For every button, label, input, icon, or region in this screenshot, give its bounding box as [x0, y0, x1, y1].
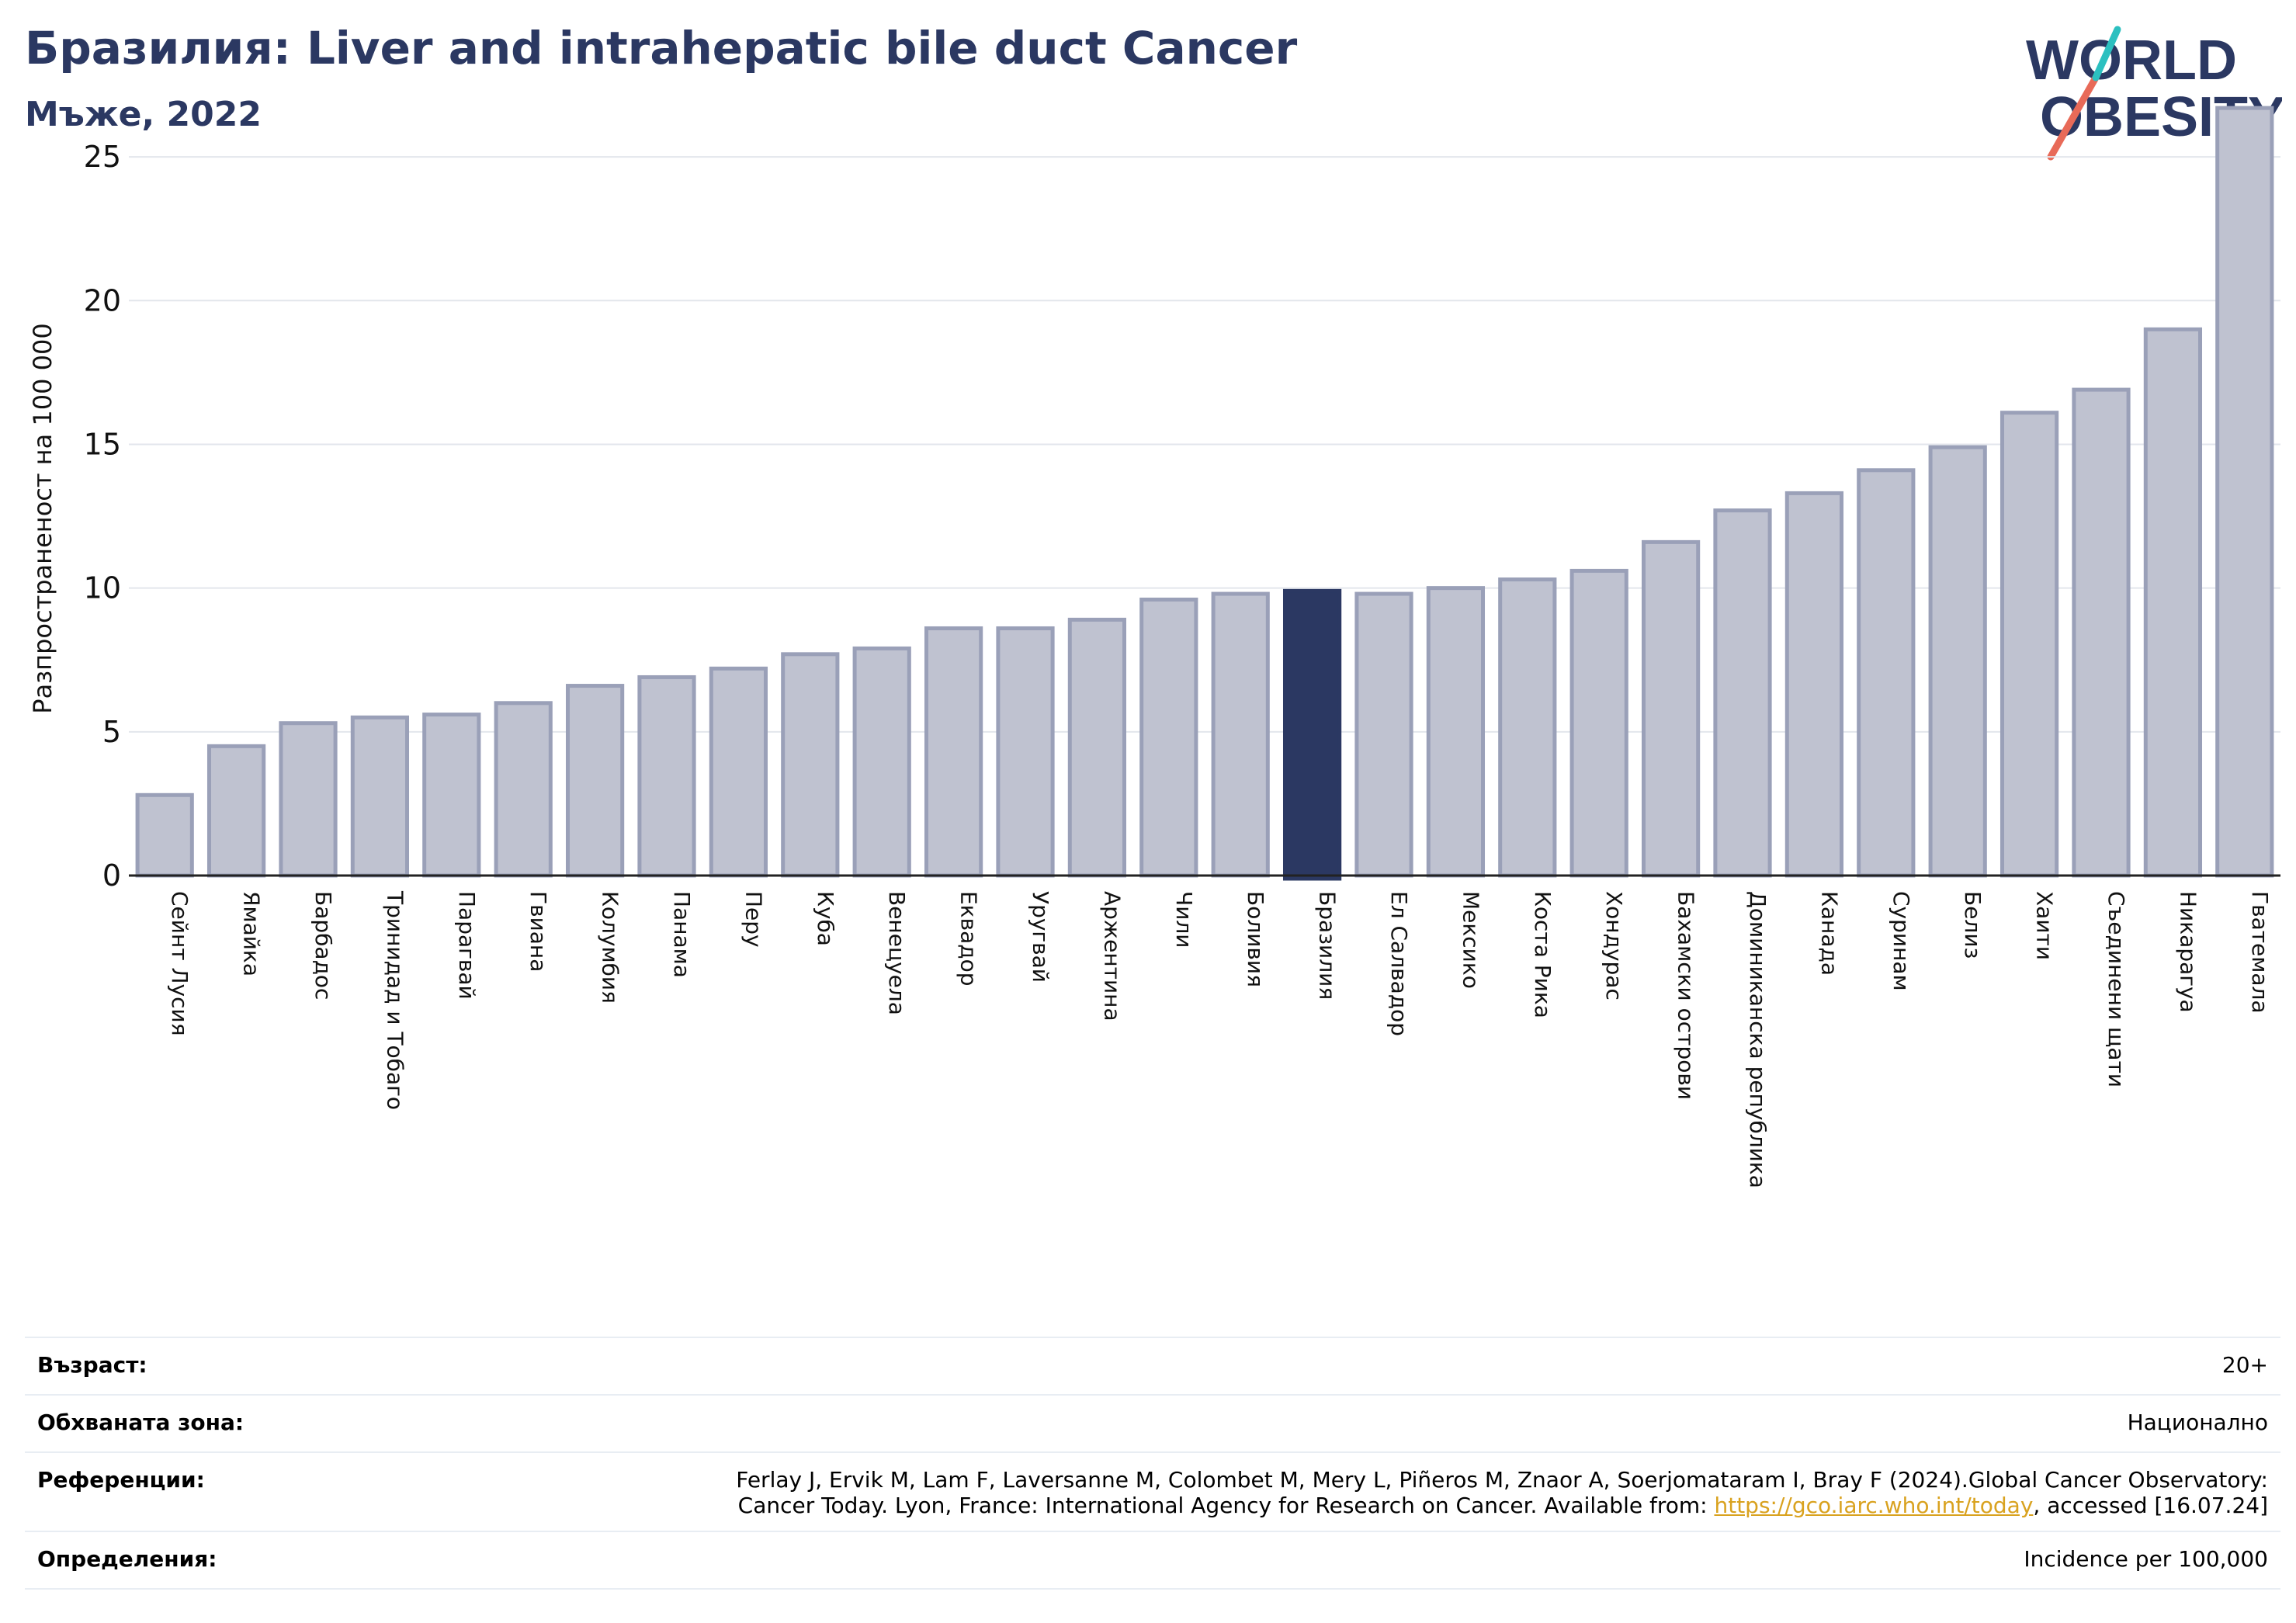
x-tick-label: Хаити	[2032, 891, 2058, 960]
y-axis-ticks: 0 5 10 15 20 25	[84, 140, 121, 893]
x-tick-label: Суринам	[1888, 891, 1914, 991]
bar	[1498, 577, 1557, 878]
logo-word-world: WORLD	[2026, 29, 2237, 92]
bar	[2143, 327, 2203, 878]
info-row-area: Обхваната зона: Национално	[25, 1396, 2280, 1453]
bar	[279, 721, 338, 878]
references-link[interactable]: https://gco.iarc.who.int/today	[1714, 1493, 2034, 1518]
y-tick-label: 10	[84, 571, 121, 605]
x-tick-label: Канада	[1816, 891, 1842, 976]
chart-grid	[129, 156, 2280, 733]
y-tick-label: 25	[84, 140, 121, 174]
x-tick-label: Мексико	[1458, 891, 1483, 989]
bar	[1211, 591, 1270, 878]
x-tick-label: Уругвай	[1028, 891, 1053, 983]
bar	[1354, 591, 1413, 878]
x-tick-label: Доминиканска република	[1745, 891, 1771, 1188]
x-tick-label: Гватемала	[2247, 891, 2273, 1014]
bar	[1426, 586, 1486, 878]
bar	[494, 701, 553, 878]
x-tick-label: Панама	[669, 891, 695, 978]
info-row-references: Референции: Ferlay J, Ervik M, Lam F, La…	[25, 1453, 2280, 1532]
bar	[1569, 568, 1628, 878]
references-label: Референции:	[37, 1467, 205, 1493]
y-tick-label: 15	[84, 427, 121, 461]
x-tick-label: Гвиана	[525, 891, 551, 972]
bar	[1999, 411, 2059, 878]
bar	[637, 675, 696, 878]
x-tick-label: Ел Салвадор	[1386, 891, 1412, 1036]
logo-slash-upper	[2092, 26, 2121, 81]
references-value: Ferlay J, Ervik M, Lam F, Laversanne M, …	[736, 1467, 2268, 1518]
bar	[1928, 445, 1987, 878]
area-value: Национално	[2127, 1410, 2268, 1435]
x-tick-label: Боливия	[1243, 891, 1268, 987]
x-tick-label: Бахамски острови	[1673, 891, 1699, 1100]
bar	[1139, 597, 1198, 878]
page-subtitle: Мъже, 2022	[25, 95, 262, 134]
x-tick-label: Перу	[740, 891, 766, 948]
y-tick-label: 0	[102, 858, 121, 893]
x-tick-label: Сейнт Лусия	[167, 891, 192, 1036]
x-tick-label: Венецуела	[884, 891, 910, 1015]
info-table: Възраст: 20+ Обхваната зона: Национално …	[25, 1337, 2280, 1590]
bar	[135, 792, 194, 878]
bar	[924, 626, 983, 878]
info-row-definitions: Определения: Incidence per 100,000	[25, 1532, 2280, 1590]
y-tick-label: 5	[102, 715, 121, 749]
age-value: 20+	[2221, 1352, 2268, 1378]
age-label: Възраст:	[37, 1352, 147, 1378]
x-tick-label: Коста Рика	[1530, 891, 1556, 1018]
x-tick-label: Тринидад и Тобаго	[382, 890, 408, 1110]
bar	[350, 715, 410, 878]
x-tick-label: Никарагуа	[2175, 891, 2201, 1013]
area-label: Обхваната зона:	[37, 1410, 245, 1435]
x-tick-label: Съединени щати	[2104, 891, 2129, 1087]
definitions-value: Incidence per 100,000	[2024, 1546, 2268, 1572]
references-text-3: , accessed [16.07.24]	[2033, 1493, 2268, 1518]
x-tick-label: Колумбия	[598, 891, 623, 1004]
references-text-2: Cancer Today. Lyon, France: Internationa…	[737, 1493, 1715, 1518]
references-text-1: Ferlay J, Ervik M, Lam F, Laversanne M, …	[736, 1467, 2268, 1493]
x-tick-label: Ямайка	[239, 891, 265, 976]
x-tick-label: Барбадос	[310, 891, 336, 1000]
bar	[1067, 617, 1127, 878]
bar	[709, 666, 768, 878]
definitions-label: Определения:	[37, 1546, 217, 1572]
bar	[422, 713, 481, 878]
chart-bars	[135, 106, 2274, 881]
logo-slash-lower	[2047, 74, 2100, 161]
x-axis-ticks: Сейнт Лусия Ямайка Барбадос Тринидад и Тоба…	[167, 890, 2273, 1188]
x-tick-label: Аржентина	[1099, 891, 1125, 1021]
bar	[1641, 539, 1701, 878]
bar	[781, 652, 840, 878]
x-tick-label: Хондурас	[1601, 891, 1627, 1001]
y-tick-label: 20	[84, 283, 121, 317]
bar	[1713, 508, 1772, 878]
x-tick-label: Парагвай	[454, 891, 480, 1000]
bar	[1784, 491, 1844, 878]
bar	[852, 646, 911, 878]
x-tick-label: Куба	[813, 891, 838, 946]
bar	[206, 744, 266, 878]
x-tick-label: Чили	[1171, 891, 1197, 948]
bar	[565, 684, 625, 878]
x-tick-label: Бразилия	[1315, 891, 1340, 1000]
bar	[996, 626, 1055, 878]
info-row-age: Възраст: 20+	[25, 1338, 2280, 1396]
x-tick-label: Еквадор	[956, 891, 982, 987]
bar	[2215, 106, 2274, 878]
bar-highlighted	[1282, 588, 1342, 881]
bar-chart: 0 5 10 15 20 25 Разпространеност на 100 000 С…	[28, 106, 2280, 1188]
bar	[1857, 468, 1916, 878]
page-title: Бразилия: Liver and intrahepatic bile du…	[25, 22, 1298, 75]
y-axis-label: Разпространеност на 100 000	[28, 323, 57, 713]
bar	[2072, 387, 2131, 878]
x-tick-label: Белиз	[1960, 891, 1986, 959]
